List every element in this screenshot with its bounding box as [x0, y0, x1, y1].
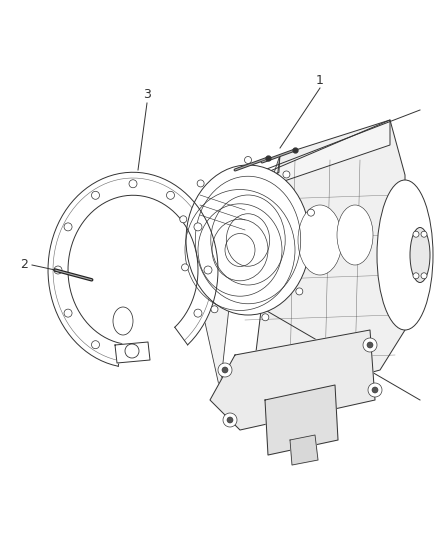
Ellipse shape — [410, 228, 430, 282]
Circle shape — [413, 231, 419, 237]
Circle shape — [204, 266, 212, 274]
Circle shape — [421, 231, 427, 237]
Circle shape — [421, 273, 427, 279]
Circle shape — [222, 367, 228, 373]
Polygon shape — [48, 172, 218, 366]
Circle shape — [227, 417, 233, 423]
Circle shape — [296, 288, 303, 295]
Ellipse shape — [377, 180, 433, 330]
Circle shape — [363, 338, 377, 352]
Circle shape — [218, 363, 232, 377]
Circle shape — [181, 264, 188, 271]
Polygon shape — [210, 330, 375, 430]
Ellipse shape — [337, 205, 373, 265]
Ellipse shape — [298, 205, 342, 275]
Circle shape — [244, 157, 251, 164]
Text: 3: 3 — [143, 88, 151, 101]
Circle shape — [372, 387, 378, 393]
Polygon shape — [255, 120, 405, 400]
Circle shape — [166, 191, 174, 199]
Circle shape — [64, 309, 72, 317]
Circle shape — [129, 180, 137, 188]
Circle shape — [262, 314, 269, 321]
Circle shape — [194, 223, 202, 231]
Circle shape — [92, 191, 99, 199]
Polygon shape — [290, 435, 318, 465]
Circle shape — [125, 344, 139, 358]
Circle shape — [194, 309, 202, 317]
Circle shape — [413, 273, 419, 279]
Polygon shape — [200, 155, 280, 390]
Circle shape — [283, 171, 290, 178]
Ellipse shape — [186, 165, 310, 315]
Circle shape — [307, 209, 314, 216]
Circle shape — [64, 223, 72, 231]
Polygon shape — [115, 342, 150, 363]
Circle shape — [180, 216, 187, 223]
Polygon shape — [265, 385, 338, 455]
Circle shape — [367, 342, 373, 348]
Circle shape — [54, 266, 62, 274]
Ellipse shape — [113, 307, 133, 335]
Circle shape — [92, 341, 99, 349]
Circle shape — [368, 383, 382, 397]
Circle shape — [197, 180, 204, 187]
Circle shape — [211, 306, 218, 313]
Polygon shape — [254, 120, 390, 191]
Text: 2: 2 — [20, 259, 28, 271]
Circle shape — [223, 413, 237, 427]
Text: 1: 1 — [316, 74, 324, 86]
